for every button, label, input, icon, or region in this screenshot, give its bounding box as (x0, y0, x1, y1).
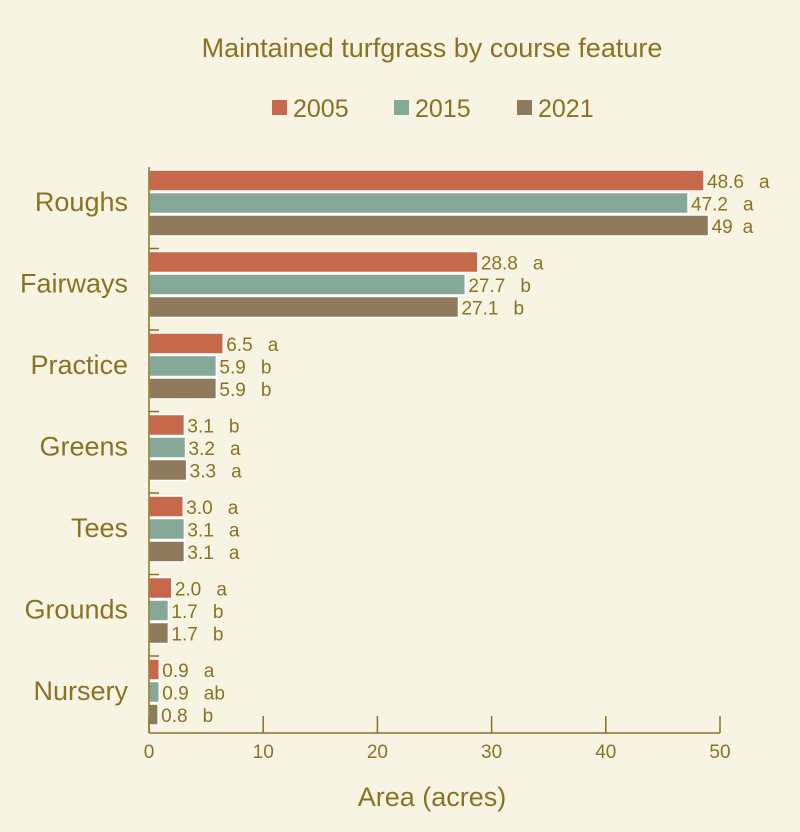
category-label-roughs: Roughs (35, 187, 128, 217)
significance-letter-fairways-2005: a (533, 254, 544, 275)
bar-practice-2015 (148, 354, 218, 378)
bar-fairways-2005 (148, 250, 479, 274)
significance-letter-fairways-2015: b (520, 276, 531, 297)
significance-letter-tees-2021: a (229, 543, 240, 564)
bar-nursery-2015 (148, 680, 161, 704)
value-label-greens-2015: 3.2 (189, 439, 215, 460)
significance-letter-practice-2021: b (261, 380, 272, 401)
value-label-tees-2021: 3.1 (187, 543, 213, 564)
bar-nursery-2021 (148, 703, 159, 726)
significance-letter-tees-2005: a (228, 498, 239, 519)
value-label-roughs-2015: 47.2 (691, 195, 728, 216)
value-label-roughs-2005: 48.6 (707, 172, 744, 193)
x-tick-label-30: 30 (481, 742, 502, 763)
legend: 2005 2015 2021 (272, 95, 594, 123)
legend-swatch-2021 (517, 100, 532, 115)
category-label-greens: Greens (39, 432, 128, 462)
bar-roughs-2021 (148, 214, 710, 237)
legend-label-2005: 2005 (293, 95, 349, 123)
value-label-tees-2015: 3.1 (187, 521, 213, 542)
significance-letter-nursery-2005: a (204, 661, 215, 682)
axes: 0 10 20 30 40 50 (144, 167, 731, 763)
value-label-nursery-2021: 0.8 (161, 706, 187, 727)
bar-tees-2015 (148, 517, 186, 541)
value-label-practice-2015: 5.9 (219, 358, 245, 379)
bar-nursery-2005 (148, 658, 161, 681)
x-tick-label-50: 50 (709, 742, 730, 763)
bar-practice-2021 (148, 377, 218, 400)
value-label-grounds-2021: 1.7 (171, 625, 197, 646)
value-label-practice-2005: 6.5 (226, 335, 252, 356)
bar-practice-2005 (148, 332, 224, 355)
significance-letter-fairways-2021: b (513, 299, 524, 320)
bar-fairways-2015 (148, 273, 467, 296)
significance-letter-grounds-2015: b (213, 602, 224, 623)
bar-grounds-2005 (148, 576, 173, 600)
value-label-grounds-2015: 1.7 (171, 602, 197, 623)
legend-label-2021: 2021 (538, 95, 594, 123)
category-labels: Roughs Fairways Practice Greens Tees Grounds N… (20, 187, 129, 706)
significance-letter-roughs-2015: a (743, 195, 754, 216)
category-label-fairways: Fairways (20, 269, 128, 299)
legend-label-2015: 2015 (415, 95, 471, 123)
value-label-roughs-2021: 49 (712, 217, 733, 238)
bar-grounds-2015 (148, 599, 170, 622)
category-label-practice: Practice (30, 350, 128, 380)
category-label-tees: Tees (71, 513, 128, 543)
value-label-greens-2021: 3.3 (190, 462, 216, 483)
x-tick-label-20: 20 (367, 742, 388, 763)
significance-letter-grounds-2005: a (216, 580, 227, 601)
value-label-grounds-2005: 2.0 (175, 580, 201, 601)
bar-grounds-2021 (148, 621, 170, 645)
value-label-fairways-2005: 28.8 (481, 254, 518, 275)
bar-greens-2015 (148, 436, 187, 459)
x-tick-label-10: 10 (253, 742, 274, 763)
bar-tees-2021 (148, 540, 186, 563)
value-label-greens-2005: 3.1 (187, 417, 213, 438)
legend-swatch-2015 (394, 100, 409, 115)
bar-roughs-2005 (148, 169, 705, 192)
category-label-grounds: Grounds (24, 595, 128, 625)
x-tick-label-40: 40 (595, 742, 616, 763)
value-label-practice-2021: 5.9 (219, 380, 245, 401)
significance-letter-practice-2015: b (261, 358, 272, 379)
significance-letter-greens-2021: a (231, 462, 242, 483)
significance-letter-roughs-2021: a (743, 217, 754, 238)
value-label-fairways-2021: 27.1 (461, 299, 498, 320)
legend-swatch-2005 (272, 100, 287, 115)
significance-letter-nursery-2021: b (203, 706, 214, 727)
significance-letter-grounds-2021: b (213, 625, 224, 646)
significance-letter-nursery-2015: ab (204, 684, 225, 705)
x-tick-label-0: 0 (144, 742, 155, 763)
category-label-nursery: Nursery (33, 676, 128, 706)
value-label-tees-2005: 3.0 (186, 498, 212, 519)
significance-letter-roughs-2005: a (759, 172, 770, 193)
chart-title: Maintained turfgrass by course feature (202, 33, 663, 63)
bar-greens-2005 (148, 413, 186, 437)
bar-greens-2021 (148, 458, 188, 482)
value-labels: 48.6 a47.2 a49 a28.8 a27.7 b27.1 b6.5 a5.9 b5.9 b… (161, 172, 770, 727)
value-label-nursery-2005: 0.9 (162, 661, 188, 682)
significance-letter-greens-2015: a (230, 439, 241, 460)
bar-tees-2005 (148, 495, 185, 518)
bar-fairways-2021 (148, 295, 460, 319)
significance-letter-tees-2015: a (229, 521, 240, 542)
x-axis-title: Area (acres) (358, 782, 507, 812)
value-label-nursery-2015: 0.9 (162, 684, 188, 705)
significance-letter-practice-2005: a (268, 335, 279, 356)
significance-letter-greens-2005: b (229, 417, 240, 438)
value-label-fairways-2015: 27.7 (468, 276, 505, 297)
bar-roughs-2015 (148, 191, 689, 215)
